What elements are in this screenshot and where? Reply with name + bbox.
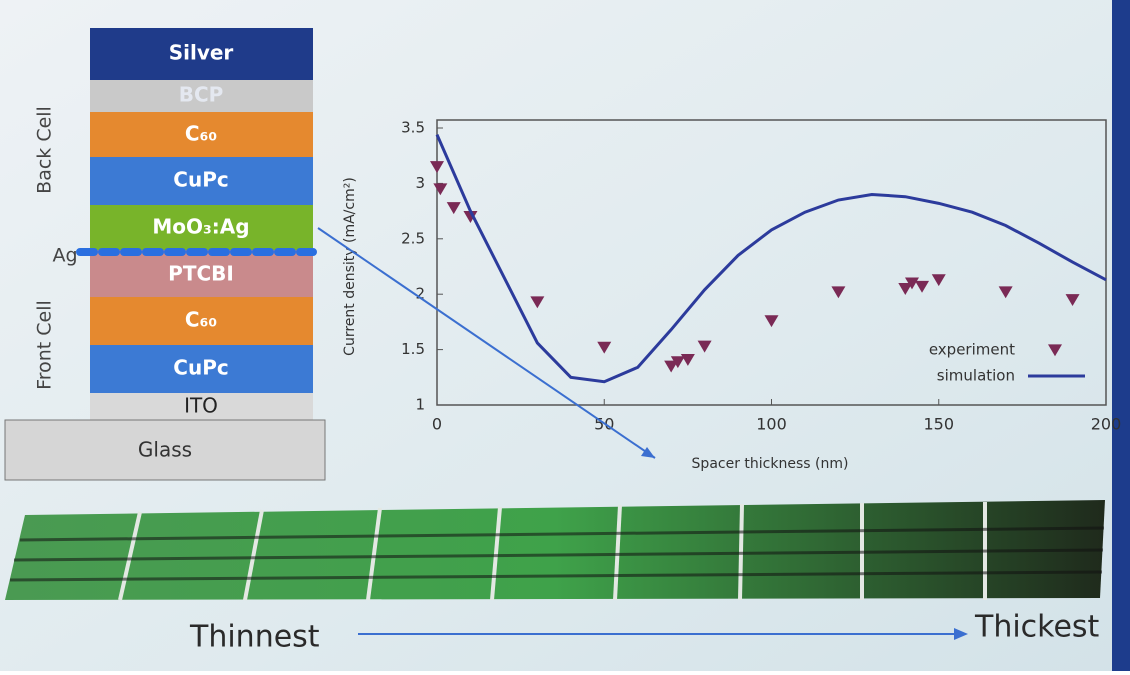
layer-label: C₆₀ [185,122,217,146]
y-tick-label: 3 [415,174,425,192]
legend-label: simulation [937,367,1015,385]
slide: Silver BCP C₆₀ CuPc MoO₃:Ag PTCBI C₆₀ Cu… [0,0,1130,671]
y-tick-label: 3.5 [401,119,425,137]
x-tick-label: 200 [1091,415,1122,434]
layer-label: BCP [179,83,224,107]
layer-label: C₆₀ [185,308,217,332]
x-tick-label: 0 [432,415,442,434]
layer-label: CuPc [173,168,228,192]
y-tick-label: 1.5 [401,340,425,358]
x-tick-label: 150 [923,415,954,434]
layer-label: ITO [184,394,218,418]
device-photos [5,500,1105,600]
layer-label: Silver [169,41,234,65]
side-label: Back Cell [34,106,56,194]
layer-label: MoO₃:Ag [152,215,249,239]
side-label: Front Cell [34,300,56,390]
y-tick-label: 1 [415,396,425,414]
layer-label: CuPc [173,356,228,380]
y-tick-label: 2.5 [401,229,425,247]
x-axis-label: Spacer thickness (nm) [692,456,849,472]
footer-label: Thinnest [189,620,320,655]
layer-label: PTCBI [168,262,234,286]
layer-label: Glass [138,438,192,462]
legend-label: experiment [929,341,1015,359]
footer-label: Thickest [974,610,1100,645]
x-tick-label: 100 [756,415,787,434]
edge [1112,0,1130,671]
y-axis-label: Current density (mA/cm²) [342,177,358,356]
side-label: Ag [52,245,77,267]
page: {"stack":{"layers":["Silver","BCP","C₆₀"… [0,0,1130,671]
